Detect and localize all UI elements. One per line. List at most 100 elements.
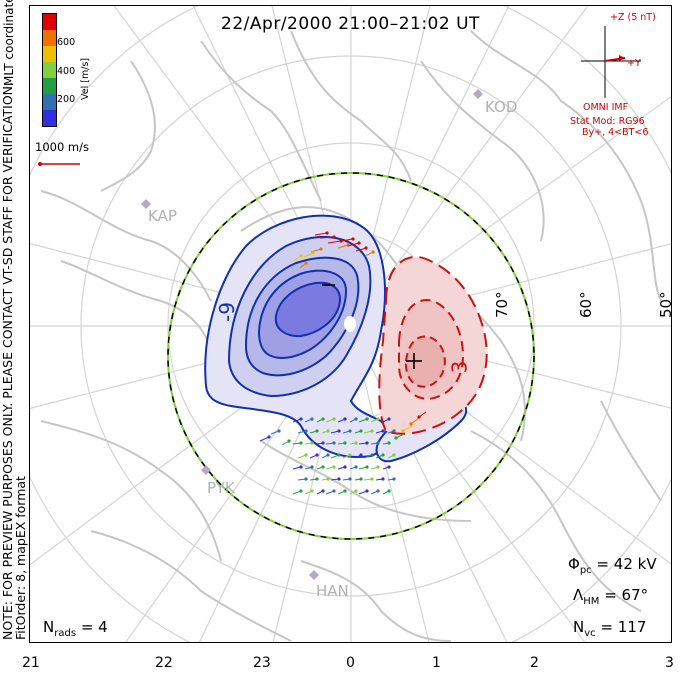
- velocity-vector-origin: [359, 477, 363, 481]
- station-marker-han: [309, 570, 319, 580]
- velocity-vector-origin: [371, 250, 375, 254]
- velocity-vector-origin: [310, 441, 314, 445]
- colorbar-band-1: [43, 14, 56, 30]
- velocity-vector-origin: [365, 417, 369, 421]
- velocity-vector: [314, 232, 328, 236]
- velocity-vector-origin: [337, 453, 341, 457]
- velocity-vector-origin: [299, 254, 303, 258]
- velocity-vector-origin: [315, 429, 319, 433]
- colorbar-band-4: [43, 62, 56, 78]
- preview-note: NOTE: FOR PREVIEW PURPOSES ONLY. PLEASE …: [0, 82, 28, 640]
- stat-model-line-1: Stat Mod: RG96: [570, 116, 645, 127]
- colorbar-tick-200: 200: [57, 94, 76, 105]
- negative-contour-label: -9: [214, 302, 239, 322]
- velocity-vector-origin: [387, 441, 391, 445]
- imf-y-label: +Y: [627, 58, 641, 69]
- latitude-label-70: 70°: [493, 291, 511, 318]
- radar-count: Nrads = 4: [43, 618, 108, 639]
- velocity-vector-origin: [315, 453, 319, 457]
- station-pyk: PYK: [207, 479, 235, 497]
- velocity-vector-origin: [304, 453, 308, 457]
- velocity-vector-origin: [315, 477, 319, 481]
- velocity-vector-origin: [310, 489, 314, 493]
- mlt-tick-0: 0: [346, 655, 355, 671]
- mlt-tick-2: 2: [530, 655, 539, 671]
- mlt-tick-21: 21: [22, 655, 40, 671]
- velocity-vector-origin: [370, 453, 374, 457]
- latitude-label-50: 50°: [657, 291, 675, 318]
- velocity-vector-origin: [337, 477, 341, 481]
- velocity-vector-origin: [304, 261, 308, 265]
- velocity-vector-origin: [304, 477, 308, 481]
- velocity-vector-origin: [365, 489, 369, 493]
- velocity-vector-origin: [321, 441, 325, 445]
- velocity-vector-origin: [343, 417, 347, 421]
- velocity-vector: [259, 436, 270, 442]
- stat-model-line-2: By+, 4<BT<6: [582, 127, 649, 138]
- velocity-vector-origin: [310, 417, 314, 421]
- mlt-tick-3: 3: [665, 655, 674, 671]
- velocity-vector-origin: [351, 237, 355, 241]
- negative-convection-cell: [204, 214, 388, 458]
- velocity-vector-origin: [267, 435, 271, 439]
- station-marker-kod: [473, 89, 483, 99]
- colorbar-band-5: [43, 78, 56, 94]
- velocity-vector-origin: [365, 441, 369, 445]
- velocity-colorbar: [42, 13, 57, 127]
- velocity-vector: [303, 252, 314, 258]
- velocity-vector-origin: [332, 441, 336, 445]
- velocity-vector-origin: [337, 429, 341, 433]
- phi-pc-value: = 42 kV: [596, 555, 657, 573]
- velocity-vector-origin: [354, 489, 358, 493]
- velocity-vector-origin: [332, 235, 336, 239]
- n-rads-value: = 4: [80, 618, 108, 636]
- velocity-vector: [410, 417, 420, 425]
- pole-marker: [344, 316, 356, 332]
- colorbar-band-3: [43, 46, 56, 62]
- velocity-vector-origin: [325, 231, 329, 235]
- map-frame: 22/Apr/2000 21:00–21:02 UT: [29, 5, 672, 643]
- polar-map: [30, 6, 671, 642]
- velocity-vector-origin: [376, 441, 380, 445]
- velocity-vector: [355, 247, 367, 252]
- velocity-vector-origin: [381, 477, 385, 481]
- velocity-vector-origin: [326, 429, 330, 433]
- n-rads-label: Nrads: [43, 618, 77, 639]
- velocity-vector: [340, 238, 354, 242]
- velocity-vector-origin: [332, 417, 336, 421]
- lambda-hm-label: ΛHM: [573, 586, 600, 607]
- preview-note-line-2: FitOrder: 8, mapEX format: [13, 476, 28, 640]
- velocity-vector-origin: [354, 441, 358, 445]
- velocity-vector-origin: [343, 441, 347, 445]
- velocity-vector-origin: [332, 489, 336, 493]
- colorbar-unit: Vel [m/s]: [80, 57, 91, 100]
- velocity-vector-origin: [370, 429, 374, 433]
- velocity-vector-origin: [359, 429, 363, 433]
- velocity-vector-origin: [381, 453, 385, 457]
- velocity-vector-origin: [381, 429, 385, 433]
- colorbar-tick-600: 600: [57, 37, 76, 48]
- station-han: HAN: [316, 582, 349, 600]
- colorbar-tick-400: 400: [57, 66, 76, 77]
- velocity-vector-origin: [277, 429, 281, 433]
- velocity-vector-origin: [343, 465, 347, 469]
- n-vc-label: Nvc: [573, 618, 596, 639]
- velocity-vector-origin: [304, 429, 308, 433]
- velocity-vector-origin: [354, 465, 358, 469]
- velocity-vector-origin: [370, 477, 374, 481]
- vector-count: Nvc = 117: [573, 618, 646, 639]
- velocity-vector-origin: [326, 477, 330, 481]
- station-marker-pyk: [201, 465, 211, 475]
- map-title: 22/Apr/2000 21:00–21:02 UT: [221, 14, 480, 34]
- velocity-vector: [319, 236, 335, 239]
- mlt-tick-23: 23: [253, 655, 271, 671]
- velocity-vector-origin: [392, 453, 396, 457]
- velocity-vector-origin: [392, 477, 396, 481]
- coordinate-system-label: MLT coordinates: [2, 0, 16, 86]
- velocity-vector: [327, 240, 342, 244]
- latitude-label-60: 60°: [577, 291, 595, 318]
- velocity-vector-origin: [348, 429, 352, 433]
- velocity-vector-origin: [387, 489, 391, 493]
- velocity-vector-origin: [311, 251, 315, 255]
- phi-pc-label: Φpc: [568, 555, 592, 576]
